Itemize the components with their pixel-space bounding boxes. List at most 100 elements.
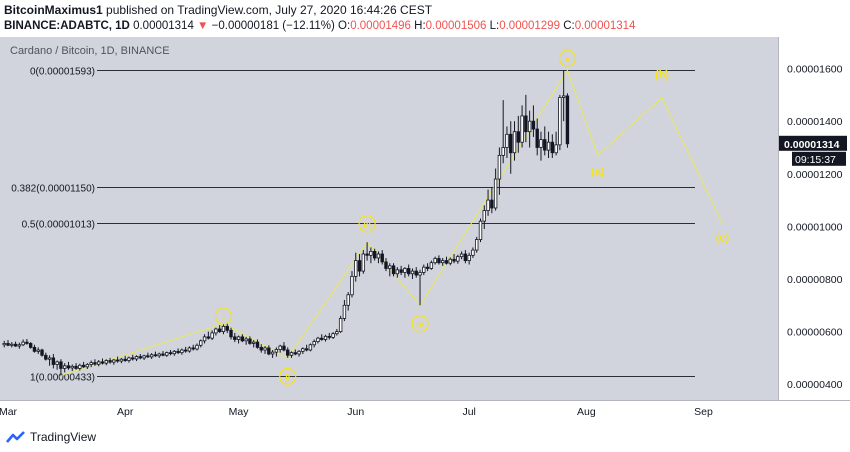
candle-body <box>558 97 562 146</box>
candle <box>233 332 237 343</box>
candle <box>202 334 207 344</box>
candle-body <box>414 270 418 276</box>
candle-body <box>391 265 396 275</box>
candle <box>323 334 328 342</box>
candle-body <box>217 328 222 333</box>
candle <box>282 342 286 352</box>
candle <box>172 350 177 356</box>
candle <box>414 267 418 278</box>
change-arrow-icon: ▼ <box>197 20 209 32</box>
candle <box>93 359 97 366</box>
time-axis <box>0 400 850 425</box>
candle <box>403 267 407 278</box>
candle-body <box>524 115 528 133</box>
candle <box>78 363 82 371</box>
candle-body <box>123 358 127 361</box>
candle <box>153 351 158 357</box>
candle <box>131 354 135 361</box>
wave-label: iv <box>416 320 424 330</box>
candle <box>55 360 59 370</box>
candle-body <box>44 354 48 360</box>
countdown-label: 09:15:37 <box>795 154 836 166</box>
candle-body <box>146 355 150 358</box>
candle <box>346 292 350 311</box>
candle <box>267 345 271 356</box>
candle <box>51 353 56 369</box>
candle <box>161 351 165 357</box>
candle <box>486 189 490 216</box>
candle-body <box>66 365 71 369</box>
candle-body <box>286 349 290 356</box>
candle <box>361 250 366 274</box>
footer-branding: TradingView <box>6 428 96 446</box>
candle-body <box>236 336 241 340</box>
candle <box>509 121 513 174</box>
ohlc-line: BINANCE:ADABTC, 1D 0.00001314 ▼ −0.00000… <box>4 18 844 34</box>
plot-area <box>0 37 778 400</box>
candle <box>482 205 486 230</box>
candle <box>437 255 441 265</box>
candle-body <box>297 350 301 355</box>
candle-body <box>36 349 40 352</box>
candle <box>338 315 343 333</box>
candle-body <box>180 349 184 354</box>
wave-label: iii <box>363 220 371 230</box>
candle-body <box>115 359 120 362</box>
candle-body <box>354 260 358 277</box>
candle-body <box>168 352 173 355</box>
candle-body <box>131 357 135 360</box>
candle-body <box>149 354 154 358</box>
candle <box>304 344 309 352</box>
candle-body <box>365 253 369 256</box>
candle-body <box>459 253 464 258</box>
candle-body <box>195 344 199 350</box>
candle-body <box>229 329 233 338</box>
candle-body <box>369 250 373 256</box>
candle-body <box>437 258 441 264</box>
wave-label: v <box>565 54 570 64</box>
candle <box>251 340 256 348</box>
candle <box>17 342 22 349</box>
candle <box>81 361 86 368</box>
candle <box>543 126 547 156</box>
candle-body <box>546 141 551 151</box>
fib-level-label: 0.382(0.00001150) <box>11 184 95 195</box>
candle-body <box>361 253 366 272</box>
candle-body <box>350 275 354 296</box>
candle-body <box>338 318 343 333</box>
candle-body <box>278 345 282 350</box>
candle <box>36 347 40 354</box>
author-name[interactable]: BitcoinMaximus1 <box>4 3 103 17</box>
candle <box>535 118 539 156</box>
price-chart[interactable]: Cardano / Bitcoin, 1D, BINANCE 0(0.000015… <box>0 37 850 425</box>
symbol-label: BINANCE:ADABTC, 1D <box>4 20 130 32</box>
candle <box>422 264 426 276</box>
chart-header: BitcoinMaximus1 published on TradingView… <box>4 2 844 34</box>
candle-body <box>467 254 471 261</box>
candle-body <box>63 365 67 369</box>
candle <box>2 340 6 348</box>
candle-body <box>429 262 434 269</box>
candle-body <box>316 337 320 343</box>
candle <box>380 250 384 265</box>
candle-body <box>388 265 392 269</box>
y-tick-label: 0.00000600 <box>787 327 843 339</box>
candle-body <box>6 343 10 346</box>
candle-body <box>127 357 131 361</box>
candle-body <box>191 347 195 350</box>
candle <box>516 115 520 153</box>
y-tick-label: 0.00001200 <box>787 169 843 181</box>
candle-body <box>214 328 218 334</box>
candle <box>497 147 502 195</box>
candle <box>214 327 218 336</box>
high-value: 0.00001506 <box>425 20 487 32</box>
candle-body <box>28 343 33 348</box>
brand-name[interactable]: TradingView <box>30 430 97 444</box>
candle <box>63 363 67 373</box>
candle <box>418 269 422 306</box>
candle <box>191 344 195 351</box>
candle <box>475 236 479 253</box>
last-price-label: 0.00001314 <box>784 139 840 151</box>
wave-label: i <box>222 312 225 322</box>
candle <box>199 339 203 348</box>
